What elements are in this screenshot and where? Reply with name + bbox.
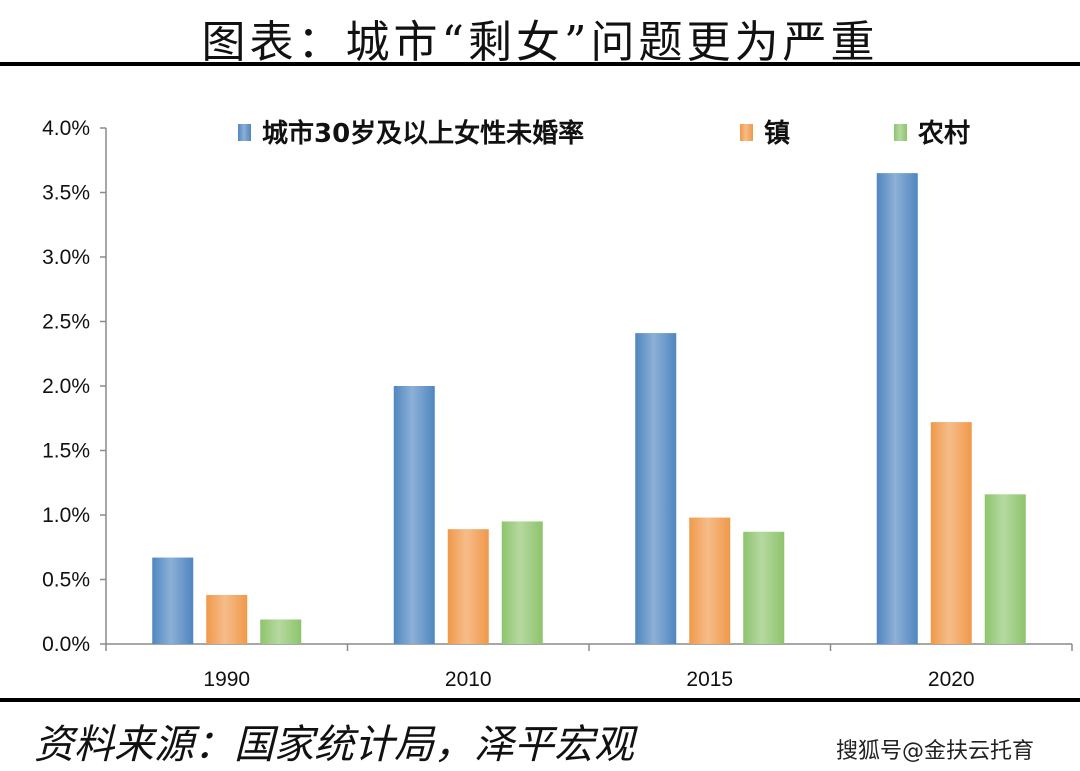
legend-swatch-highlight (238, 124, 251, 141)
bar-highlight (743, 531, 785, 644)
bar-highlight (635, 333, 677, 644)
legend-swatch-highlight (740, 124, 753, 141)
bar-highlight (984, 494, 1026, 644)
y-tick-label: 1.0% (42, 504, 90, 527)
watermark: 搜狐号@金扶云托育 (836, 739, 1035, 764)
page-title: 图表：城市“剩女”问题更为严重 (201, 17, 879, 68)
legend-label: 镇 (764, 119, 790, 149)
legend-label: 城市30岁及以上女性未婚率 (262, 118, 584, 149)
bar-highlight (876, 173, 918, 644)
bar-highlight (206, 594, 248, 644)
y-tick-label: 0.0% (42, 633, 90, 656)
bar-highlight (930, 422, 972, 644)
y-tick-label: 3.5% (42, 182, 90, 205)
footer-divider (0, 698, 1080, 702)
bar-highlight (152, 557, 194, 644)
y-tick-label: 3.0% (42, 246, 90, 269)
bar-highlight (260, 619, 302, 644)
source-note: 资料来源：国家统计局，泽平宏观 (34, 722, 634, 768)
y-tick-label: 2.0% (42, 375, 90, 398)
y-tick-label: 2.5% (42, 311, 90, 334)
y-tick-label: 0.5% (42, 569, 90, 592)
bar-highlight (501, 521, 543, 644)
x-tick-label: 2015 (686, 668, 733, 691)
x-tick-label: 2020 (928, 668, 975, 691)
title-divider (0, 62, 1080, 66)
x-tick-label: 2010 (445, 668, 492, 691)
bar-chart: 0.0% 0.5% 1.0% 1.5% 2.0% 2.5% 3.0% 3.5% 4.0% 1990… (42, 117, 1073, 691)
bar-highlight (393, 386, 435, 644)
y-tick-label: 4.0% (42, 117, 90, 140)
legend-swatch-highlight (894, 124, 907, 141)
bar-highlight (689, 517, 731, 644)
x-tick-label: 1990 (203, 668, 250, 691)
legend-label: 农村 (917, 119, 970, 149)
y-tick-label: 1.5% (42, 440, 90, 463)
bar-highlight (447, 529, 489, 644)
